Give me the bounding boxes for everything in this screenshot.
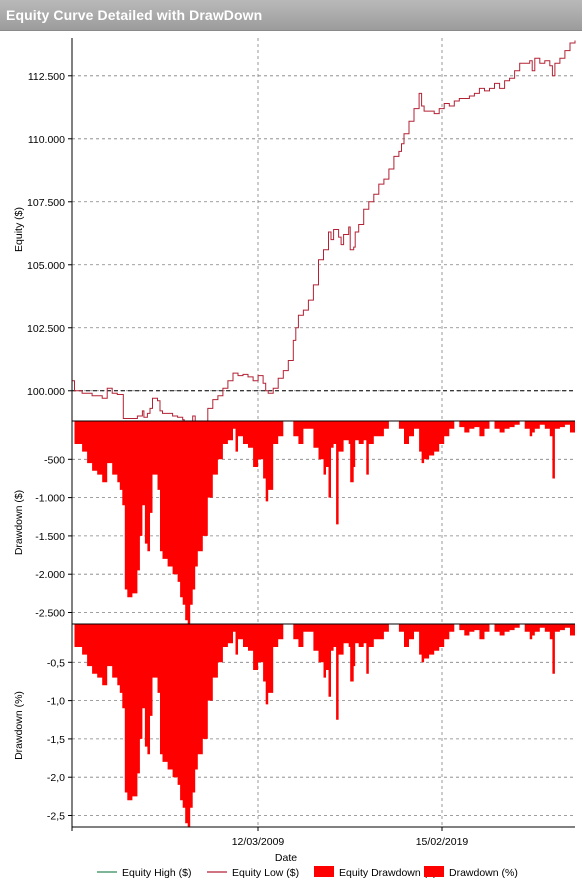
y-tick-label: -1,5 bbox=[47, 734, 65, 746]
title-bar: Equity Curve Detailed with DrawDown bbox=[0, 0, 582, 31]
legend: Equity High ($) Equity Low ($) Equity Draw… bbox=[97, 866, 518, 879]
y-tick-label: -1,0 bbox=[47, 696, 65, 708]
y-tick-label: 112.500 bbox=[28, 71, 65, 83]
equity-drawdown-chart: 100.000 102.500 105.000 107.500 110.000 112.5… bbox=[13, 38, 576, 879]
window-title: Equity Curve Detailed with DrawDown bbox=[6, 7, 263, 23]
legend-box-swatch bbox=[424, 866, 444, 877]
y-axis-label: Equity ($) bbox=[13, 207, 25, 252]
drawdown-area bbox=[72, 421, 575, 624]
chart-panel-3: -0,5 -1,0 -1,5 -2,0 -2,5 Drawdown (%) 12/03/20… bbox=[13, 623, 575, 864]
y-axis-label: Drawdown (%) bbox=[13, 691, 25, 760]
chart-panel-2: -500 -1.000 -1.500 -2.000 -2.500 Drawdown ($) bbox=[13, 420, 575, 624]
legend-item-label: Equity High ($) bbox=[122, 867, 191, 879]
y-tick-label: -1.000 bbox=[35, 493, 65, 505]
y-tick-label: -2,5 bbox=[47, 811, 65, 823]
y-tick-label: 107.500 bbox=[27, 197, 65, 209]
y-tick-label: -2.500 bbox=[35, 608, 65, 620]
y-tick-label: 102.500 bbox=[27, 323, 65, 335]
legend-box-swatch bbox=[314, 866, 334, 877]
x-tick-label: 15/02/2019 bbox=[416, 836, 469, 848]
y-tick-label: -0,5 bbox=[47, 657, 65, 669]
y-tick-label: 100.000 bbox=[27, 386, 65, 398]
y-axis-label: Drawdown ($) bbox=[13, 490, 25, 555]
y-tick-label: -2.000 bbox=[35, 569, 65, 581]
x-tick-label: 12/03/2009 bbox=[232, 836, 285, 848]
y-tick-label: 110.000 bbox=[28, 134, 65, 146]
y-tick-label: -500 bbox=[44, 454, 65, 466]
y-tick-label: 105.000 bbox=[27, 260, 65, 272]
legend-item-label: Drawdown (%) bbox=[449, 867, 518, 879]
legend-item-label: Equity Low ($) bbox=[232, 867, 299, 879]
legend-item-label: Equity Drawdown ($) bbox=[339, 867, 436, 879]
chart-panel-1: 100.000 102.500 105.000 107.500 110.000 112.5… bbox=[13, 38, 576, 430]
equity-low-line bbox=[72, 40, 576, 430]
x-axis-label: Date bbox=[275, 852, 297, 864]
drawdown-area bbox=[72, 624, 575, 827]
y-tick-label: -2,0 bbox=[47, 772, 65, 784]
y-tick-label: -1.500 bbox=[35, 531, 65, 543]
